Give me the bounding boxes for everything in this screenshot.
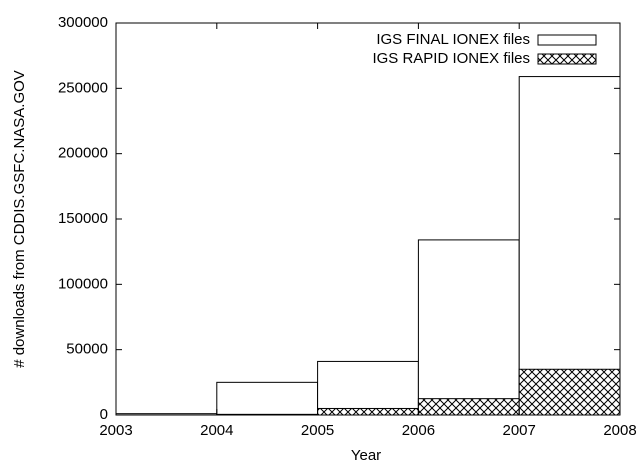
bar xyxy=(317,407,419,416)
legend-label: IGS RAPID IONEX files xyxy=(372,50,530,67)
x-axis-label: Year xyxy=(351,447,381,464)
y-tick-label: 0 xyxy=(100,406,108,423)
bar xyxy=(518,76,621,416)
y-tick-label: 250000 xyxy=(58,79,108,96)
x-tick-label: 2003 xyxy=(99,422,132,439)
bar xyxy=(417,398,520,416)
y-tick-label: 150000 xyxy=(58,210,108,227)
legend-label: IGS FINAL IONEX files xyxy=(376,31,530,48)
y-tick-label: 50000 xyxy=(66,341,108,358)
x-tick-label: 2006 xyxy=(402,422,435,439)
bar xyxy=(417,239,520,416)
x-tick-label: 2008 xyxy=(603,422,636,439)
bar xyxy=(216,381,319,416)
x-tick-label: 2007 xyxy=(503,422,536,439)
y-tick-label: 300000 xyxy=(58,14,108,31)
x-tick-label: 2004 xyxy=(200,422,233,439)
bar xyxy=(317,360,419,416)
legend-swatch xyxy=(537,53,597,65)
legend-swatch xyxy=(537,34,597,46)
y-tick-label: 200000 xyxy=(58,145,108,162)
y-tick-label: 100000 xyxy=(58,275,108,292)
x-tick-label: 2005 xyxy=(301,422,334,439)
y-axis-label: # downloads from CDDIS.GSFC.NASA.GOV xyxy=(11,70,28,368)
bar xyxy=(518,368,621,416)
